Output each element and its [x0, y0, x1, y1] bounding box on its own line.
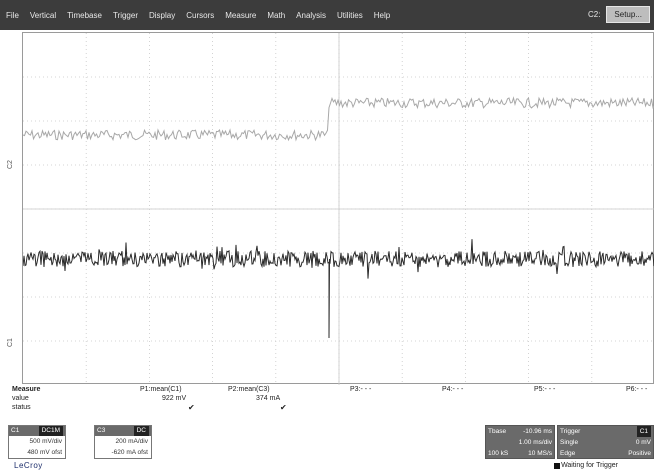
menu-file[interactable]: File	[6, 10, 19, 20]
menu-right: C2: Setup...	[588, 6, 650, 23]
channel-c1-coupling-badge: DC1M	[38, 426, 63, 436]
timebase-div: 1.00 ms/div	[518, 439, 552, 446]
measure-p5-name[interactable]: P5:- - -	[534, 386, 556, 393]
trigger-row-3: Edge Positive	[558, 448, 653, 459]
measure-p4-name[interactable]: P4:- - -	[442, 386, 464, 393]
channel-c3-vdiv: 200 mA/div	[115, 438, 148, 445]
measure-p2-name[interactable]: P2:mean(C3)	[228, 386, 270, 393]
channel-c3-box[interactable]: C3 DC 200 mA/div -620 mA ofst	[94, 425, 152, 459]
channel-c3-title: C3 DC	[95, 426, 151, 436]
timebase-delay: -10.96 ms	[523, 428, 552, 435]
menu-vertical[interactable]: Vertical	[29, 10, 57, 20]
measure-row-label-status: status	[12, 404, 31, 411]
channel-c3-offset: -620 mA ofst	[111, 449, 149, 456]
trigger-label: Trigger	[560, 428, 581, 435]
channel-c1-title: C1 DC1M	[9, 426, 65, 436]
menu-measure[interactable]: Measure	[225, 10, 257, 20]
timebase-label: Tbase	[488, 428, 507, 435]
measure-p2-status: ✔	[280, 403, 287, 412]
timebase-row-3: 100 kS 10 MS/s	[486, 448, 554, 459]
status-text: Waiting for Trigger	[561, 462, 618, 469]
channel-c3-coupling-badge: DC	[133, 426, 149, 436]
measure-p3-name[interactable]: P3:- - -	[350, 386, 372, 393]
timebase-row-1: Tbase -10.96 ms	[486, 426, 554, 437]
trace-c2	[23, 96, 654, 142]
timebase-rate: 10 MS/s	[528, 450, 552, 457]
measure-table[interactable]: Measure value status P1:mean(C1) 922 mV …	[12, 386, 654, 420]
menu-display[interactable]: Display	[149, 10, 176, 20]
menu-trigger[interactable]: Trigger	[112, 10, 138, 20]
channel-c1-offset: 480 mV ofst	[27, 449, 62, 456]
measure-p1-status: ✔	[188, 403, 195, 412]
menu-bar: File Vertical Timebase Trigger Display C…	[0, 0, 654, 30]
channel-c1-id: C1	[11, 427, 20, 434]
timebase-row-2: 1.00 ms/div	[486, 437, 554, 448]
measure-p2-value: 374 mA	[256, 395, 281, 402]
menu-analysis[interactable]: Analysis	[296, 10, 326, 20]
channel-c1-box[interactable]: C1 DC1M 500 mV/div 480 mV ofst	[8, 425, 66, 459]
brand-logo: LeCroy	[14, 461, 43, 470]
trigger-level: 0 mV	[635, 439, 651, 446]
menu-math[interactable]: Math	[267, 10, 286, 20]
waveform-display	[23, 33, 654, 385]
measure-row-label-value: value	[12, 395, 29, 402]
trace-tag-c1: C1	[7, 338, 14, 347]
measure-p1-name[interactable]: P1:mean(C1)	[140, 386, 182, 393]
status-indicator-icon	[554, 462, 561, 469]
trigger-row-1: Trigger C1	[558, 426, 653, 437]
acquisition-status: Waiting for Trigger	[554, 462, 618, 469]
setup-button[interactable]: Setup...	[606, 6, 650, 23]
trigger-row-2: Single 0 mV	[558, 437, 653, 448]
graticule	[23, 33, 654, 385]
trace-tag-c2: C2	[7, 160, 14, 169]
menu-timebase[interactable]: Timebase	[67, 10, 102, 20]
menu-cursors[interactable]: Cursors	[186, 10, 215, 20]
trigger-slope: Positive	[628, 450, 651, 457]
measure-p6-name[interactable]: P6:- - -	[626, 386, 648, 393]
trigger-type: Edge	[560, 450, 576, 457]
measure-header: Measure	[12, 386, 41, 393]
trigger-source-badge: C1	[636, 426, 651, 437]
active-channel-label: C2:	[587, 10, 601, 19]
trace-c1	[23, 239, 654, 339]
channel-c1-vdiv: 500 mV/div	[29, 438, 62, 445]
waveform-grid[interactable]: C2 C1	[7, 32, 654, 385]
menu-help[interactable]: Help	[373, 10, 391, 20]
timebase-samples: 100 kS	[488, 450, 509, 457]
trigger-mode: Single	[560, 439, 579, 446]
measure-p1-value: 922 mV	[162, 395, 187, 402]
trigger-box[interactable]: Trigger C1 Single 0 mV Edge Positive	[557, 425, 654, 459]
menu-utilities[interactable]: Utilities	[336, 10, 363, 20]
timebase-box[interactable]: Tbase -10.96 ms 1.00 ms/div 100 kS 10 MS…	[485, 425, 555, 459]
channel-c3-id: C3	[97, 427, 106, 434]
